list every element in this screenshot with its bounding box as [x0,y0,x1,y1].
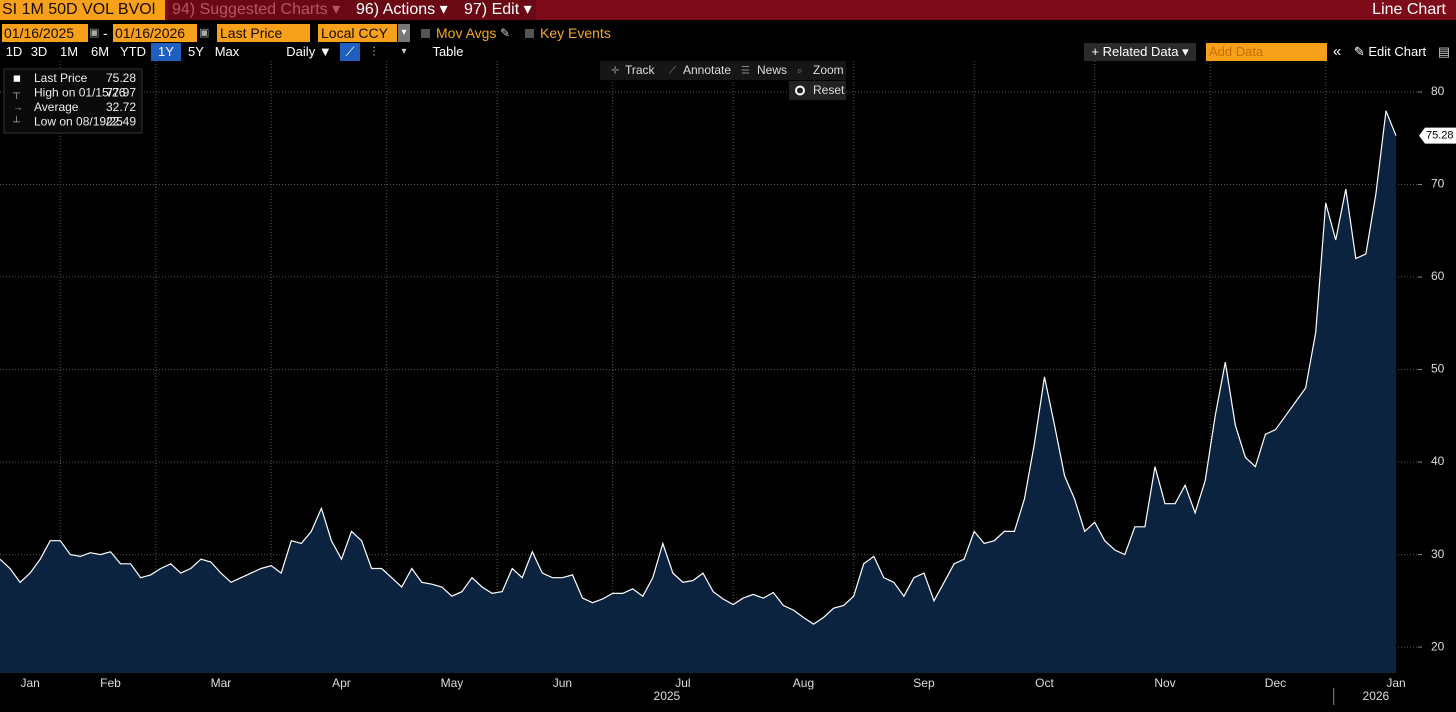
period-button[interactable]: 6M [90,44,110,59]
year-label: 2025 [654,689,681,703]
calendar-icon[interactable]: ▣ [199,27,210,39]
period-button[interactable]: 5Y [188,44,204,59]
date-separator: - [103,25,108,41]
year-label: 2026 [1363,689,1390,703]
mov-avgs-label: Mov Avgs [436,25,497,41]
tool-button[interactable]: News [757,63,787,77]
y-tick-label: 30 [1431,547,1445,561]
legend-value: 22.49 [106,115,136,129]
x-tick-label: Feb [100,676,121,690]
pencil-icon[interactable]: ✎ [500,26,511,40]
period-button[interactable]: 1D [5,44,23,59]
collapse-icon[interactable]: « [1332,43,1342,60]
x-tick-label: Nov [1154,676,1175,690]
x-tick-label: Jul [675,676,690,690]
legend-icon: ┴ [12,115,21,128]
legend-icon: → [13,103,23,114]
area-fill [0,110,1396,674]
menu[interactable]: 96) Actions ▾ [350,0,460,20]
legend-value: 75.28 [106,71,136,85]
tool-button[interactable]: Track [625,63,656,77]
menu[interactable]: 97) Edit ▾ [458,0,536,20]
table-button[interactable]: Table [432,44,464,59]
legend-icon: ■ [13,70,21,85]
last-price-tag [1419,127,1456,144]
price-line [0,110,1397,625]
checkbox[interactable] [525,29,534,38]
legend-label: High on 01/15/26 [34,86,126,100]
x-tick-label: May [441,676,464,690]
menu-label: 94) Suggested Charts [172,1,328,18]
tool-icon: ✛ [611,66,619,77]
legend-label: Low on 08/19/25 [34,115,123,129]
dropdown-arrow[interactable]: ▾ [398,24,410,42]
related-data-label: Related Data [1102,44,1179,59]
legend-label: Average [34,100,79,114]
period-button[interactable]: Max [214,44,240,59]
legend-box [3,68,143,134]
dropdown-arrow[interactable]: ▾ [401,46,407,57]
legend-value: 32.72 [106,100,136,114]
tool-icon: ⌕ [797,66,803,77]
checkbox[interactable] [421,29,430,38]
frequency-select[interactable]: Daily ▼ [286,44,332,59]
edit-chart-button[interactable]: ✎ Edit Chart [1353,44,1427,59]
bar-chart-icon[interactable]: ⫶ [372,44,376,59]
end-date[interactable]: 01/16/2026 [113,24,197,42]
y-tick-label: 80 [1431,84,1445,98]
add-data-input[interactable]: Add Data [1206,43,1327,61]
legend-label: Last Price [34,71,88,85]
tool-icon: ⟋ [669,66,676,77]
frequency-label: Daily [286,44,316,59]
x-tick-label: Jun [553,676,572,690]
x-tick-label: Jan [1386,676,1405,690]
chart: 20 30 40 50 60 70 80 Jan Feb Mar Apr May Jun Jul Aug Se… [0,61,1456,705]
view-name: Line Chart [1372,1,1446,18]
legend-icon: ┬ [12,88,21,99]
x-tick-label: Mar [211,676,232,690]
legend-value: 77.97 [106,86,136,100]
x-tick-label: Oct [1035,676,1054,690]
menu-label: 97) Edit [464,1,520,18]
field-select[interactable]: Last Price [217,24,310,42]
y-tick-label: 50 [1431,362,1445,376]
control-row: 01/16/2025 ▣ - 01/16/2026 ▣ Last Price L… [0,24,1456,43]
y-tick-label: 40 [1431,454,1445,468]
currency-select[interactable]: Local CCY [318,24,397,42]
tool-button[interactable]: Annotate [683,63,731,77]
period-button[interactable]: 1Y [151,43,181,61]
period-button[interactable]: 3D [30,44,48,59]
x-tick-label: Dec [1265,676,1286,690]
tool-button[interactable]: Zoom [813,63,844,77]
x-tick-label: Jan [20,676,39,690]
edit-chart-label: Edit Chart [1368,44,1427,59]
tool-icon: ☰ [741,66,750,77]
y-tick-label: 70 [1431,177,1445,191]
menu-label: 96) Actions [356,1,436,18]
chart-toolbar [600,61,846,80]
x-tick-label: Sep [913,676,935,690]
reset-icon [795,85,805,96]
reset-label: Reset [813,83,845,97]
related-data-button[interactable]: + Related Data ▾ [1084,43,1196,61]
period-button[interactable]: 1M [59,44,79,59]
settings-icon[interactable]: ▤ [1437,44,1451,59]
y-tick-label: 60 [1431,269,1445,283]
title-bar: SI 1M 50D VOL BVOl 94) Suggested Charts … [0,0,1456,20]
line-chart-icon[interactable]: ⟋ [340,43,360,61]
x-tick-label: Apr [332,676,351,690]
period-button[interactable]: YTD [120,44,146,59]
calendar-icon[interactable]: ▣ [89,27,100,39]
last-price-label: 75.28 [1426,130,1454,142]
start-date[interactable]: 01/16/2025 [2,24,88,42]
menu[interactable]: 94) Suggested Charts ▾ [168,0,350,20]
x-tick-label: Aug [793,676,814,690]
reset-button[interactable] [789,81,846,100]
y-tick-label: 20 [1431,639,1445,653]
key-events-label: Key Events [540,25,611,41]
security-field[interactable]: SI 1M 50D VOL BVOl [0,0,165,20]
